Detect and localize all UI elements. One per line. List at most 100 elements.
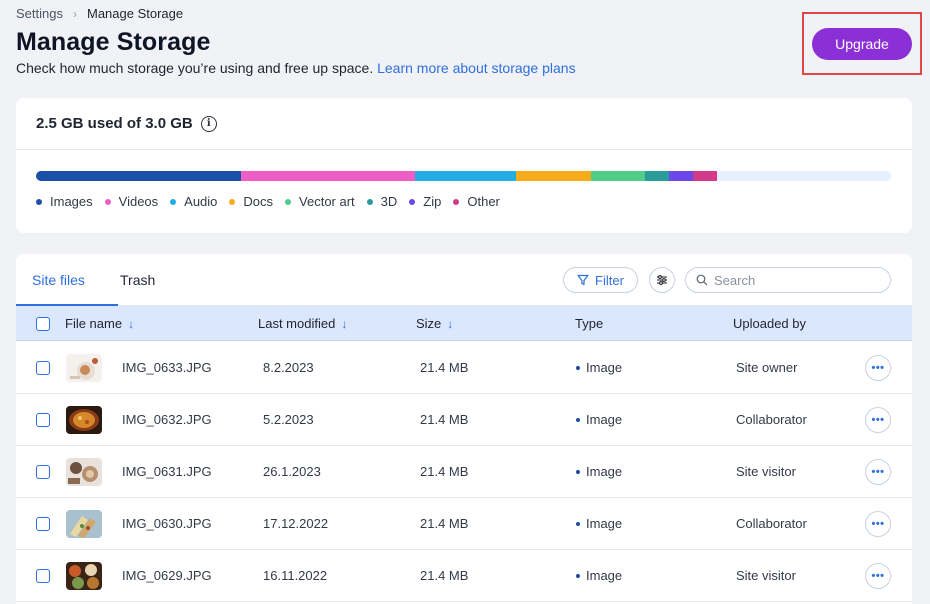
file-type-label: Image [586, 464, 623, 479]
file-name[interactable]: IMG_0629.JPG [122, 568, 212, 583]
file-name[interactable]: IMG_0633.JPG [122, 360, 212, 375]
file-size: 21.4 MB [420, 360, 469, 375]
image-thumbnail [66, 405, 102, 434]
select-all-checkbox[interactable] [36, 316, 50, 331]
file-type: Image [576, 550, 622, 601]
column-label: Last modified [258, 316, 336, 331]
row-actions-cell: ••• [865, 342, 891, 393]
info-icon[interactable]: i [200, 115, 217, 132]
row-select-cell [36, 394, 50, 445]
storage-used-label: 2.5 GB used of 3.0 GB [36, 115, 193, 132]
legend-label: Audio [184, 194, 218, 209]
column-header-uploaded-by: Uploaded by [733, 306, 806, 341]
file-name[interactable]: IMG_0630.JPG [122, 516, 212, 531]
row-checkbox[interactable] [36, 464, 50, 479]
tab-trash[interactable]: Trash [120, 272, 156, 288]
files-table-header: File name ↓ Last modified ↓ Size ↓ Type … [16, 306, 912, 341]
customize-columns-button[interactable] [649, 267, 675, 293]
file-thumbnail [66, 498, 102, 549]
filter-button[interactable]: Filter [563, 267, 638, 293]
file-name[interactable]: IMG_0631.JPG [122, 464, 212, 479]
search-input[interactable] [714, 272, 874, 288]
row-checkbox[interactable] [36, 412, 50, 427]
breadcrumb-settings-link[interactable]: Settings [16, 6, 63, 21]
row-actions-cell: ••• [865, 550, 891, 601]
file-thumbnail [66, 394, 102, 445]
last-modified: 16.11.2022 [263, 568, 328, 583]
more-actions-icon[interactable]: ••• [865, 510, 891, 537]
image-thumbnail [66, 561, 102, 590]
legend-dot-icon [36, 198, 42, 205]
bullet-icon [576, 469, 580, 474]
file-thumbnail [66, 550, 102, 601]
files-card: Site files Trash Filter File name [16, 254, 912, 604]
file-size: 21.4 MB [420, 412, 469, 427]
last-modified: 17.12.2022 [263, 516, 329, 531]
column-header-file-name[interactable]: File name ↓ [65, 306, 134, 341]
filter-label: Filter [595, 272, 624, 288]
file-type-label: Image [586, 568, 623, 583]
bullet-icon [576, 573, 580, 578]
column-header-last-modified[interactable]: Last modified ↓ [258, 306, 347, 341]
legend-dot-icon [229, 198, 236, 205]
subtitle-text: Check how much storage you’re using and … [16, 60, 374, 76]
file-type-label: Image [586, 360, 623, 375]
file-type-label: Image [586, 412, 623, 427]
storage-segment-audio [414, 171, 516, 181]
select-all-cell [36, 306, 50, 341]
table-row[interactable]: IMG_0630.JPG 17.12.2022 21.4 MB Image Collab… [16, 498, 912, 550]
storage-segment-3d [644, 171, 669, 181]
legend-dot-icon [285, 198, 292, 205]
uploaded-by: Site owner [736, 360, 798, 375]
file-size: 21.4 MB [420, 464, 469, 479]
file-type: Image [576, 394, 622, 445]
table-row[interactable]: IMG_0629.JPG 16.11.2022 21.4 MB Image Site v… [16, 550, 912, 602]
table-row[interactable]: IMG_0631.JPG 26.1.2023 21.4 MB Image Site vi… [16, 446, 912, 498]
storage-segment-videos [241, 171, 415, 181]
column-label: Size [416, 316, 442, 331]
more-actions-icon[interactable]: ••• [865, 406, 891, 433]
legend-label: Zip [423, 194, 442, 209]
legend-dot-icon [104, 198, 111, 205]
row-actions-cell: ••• [865, 498, 891, 549]
upgrade-button[interactable]: Upgrade [812, 28, 912, 60]
table-row[interactable]: IMG_0633.JPG 8.2.2023 21.4 MB Image Site own… [16, 342, 912, 394]
legend-label: Vector art [299, 194, 355, 209]
legend-dot-icon [453, 198, 460, 205]
chevron-right-icon: › [72, 6, 77, 21]
table-row[interactable]: IMG_0632.JPG 5.2.2023 21.4 MB Image Collabor… [16, 394, 912, 446]
filter-funnel-icon [577, 274, 589, 286]
legend-item: Zip [409, 194, 441, 209]
column-header-size[interactable]: Size ↓ [416, 306, 453, 341]
learn-more-link[interactable]: Learn more about storage plans [377, 60, 576, 76]
row-checkbox[interactable] [36, 568, 50, 583]
row-checkbox[interactable] [36, 360, 50, 375]
bullet-icon [576, 521, 580, 526]
last-modified: 5.2.2023 [263, 412, 314, 427]
storage-segment-vector-art [590, 171, 645, 181]
tab-site-files[interactable]: Site files [16, 254, 118, 307]
more-actions-icon[interactable]: ••• [865, 562, 891, 589]
uploaded-by: Site visitor [736, 464, 796, 479]
more-actions-icon[interactable]: ••• [865, 458, 891, 485]
storage-segment-other [692, 171, 717, 181]
bullet-icon [576, 365, 580, 370]
storage-header: 2.5 GB used of 3.0 GB i [16, 98, 912, 150]
legend-item: Images [36, 194, 93, 209]
page-subtitle: Check how much storage you’re using and … [16, 60, 576, 76]
bullet-icon [576, 417, 580, 422]
uploaded-by: Collaborator [736, 516, 807, 531]
row-select-cell [36, 498, 50, 549]
file-name[interactable]: IMG_0632.JPG [122, 412, 212, 427]
file-size: 21.4 MB [420, 568, 469, 583]
uploaded-by: Site visitor [736, 568, 796, 583]
storage-usage-bar [36, 171, 891, 181]
file-type: Image [576, 446, 622, 497]
last-modified: 26.1.2023 [263, 464, 321, 479]
storage-segment-images [36, 171, 242, 181]
legend-dot-icon [409, 198, 416, 205]
row-checkbox[interactable] [36, 516, 50, 531]
row-select-cell [36, 342, 50, 393]
sliders-icon [657, 275, 667, 285]
more-actions-icon[interactable]: ••• [865, 354, 891, 381]
